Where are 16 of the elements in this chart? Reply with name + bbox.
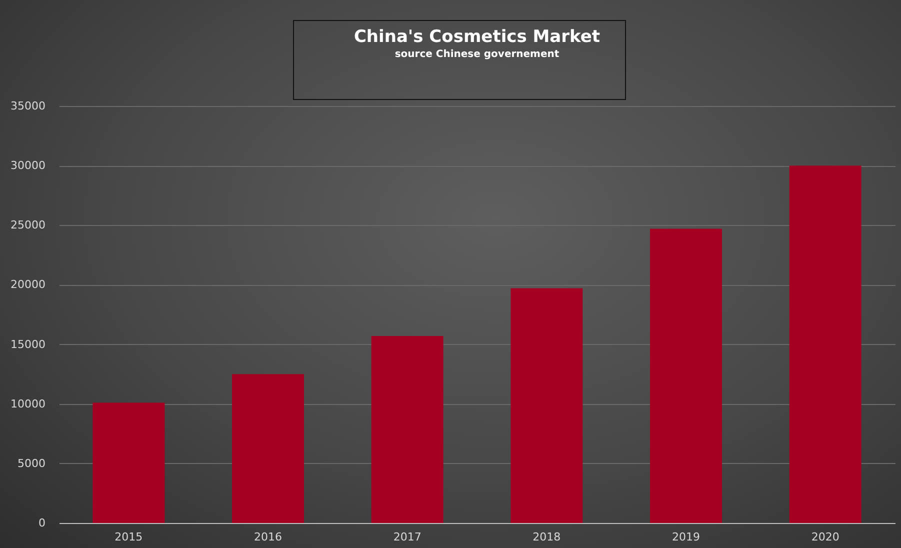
y-tick-label: 35000: [10, 100, 46, 112]
x-tick-label: 2018: [532, 530, 561, 544]
x-tick-label: 2019: [672, 530, 700, 544]
y-tick-label: 15000: [10, 338, 46, 351]
chart-subtitle: source Chinese governement: [394, 49, 560, 60]
x-tick-label: 2017: [393, 530, 422, 544]
y-tick-label: 5000: [18, 456, 46, 470]
y-tick-label: 20000: [10, 278, 46, 292]
y-tick-label: 10000: [10, 397, 46, 410]
x-tick-label: 2016: [254, 530, 282, 544]
y-tick-label: 0: [38, 516, 46, 530]
y-tick-label: 30000: [10, 159, 46, 172]
chart-title: China's Cosmetics Market: [354, 27, 600, 47]
y-tick-label: 25000: [10, 218, 46, 232]
x-tick-label: 2020: [811, 530, 840, 544]
x-tick-label: 2015: [114, 530, 143, 544]
